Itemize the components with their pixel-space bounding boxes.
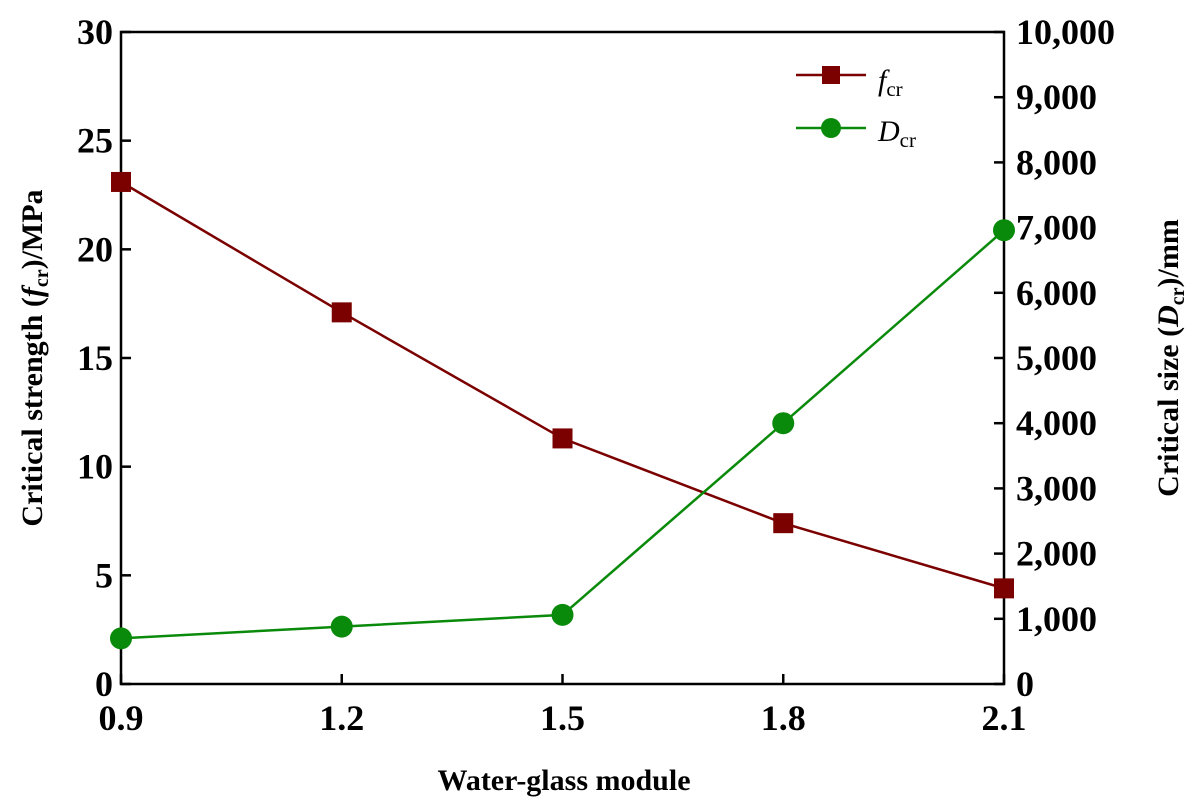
legend-swatch-circle-marker: [821, 118, 841, 138]
x-tick-label: 2.1: [982, 698, 1027, 738]
plot-frame: [119, 30, 1006, 686]
series-f-cr: [111, 171, 1014, 599]
data-point-circle: [551, 603, 574, 626]
legend-entry-d-cr: Dcr: [877, 115, 916, 152]
x-tick-label: 1.2: [319, 698, 364, 738]
left-y-tick-label: 5: [95, 555, 113, 595]
right-y-tick-label: 7,000: [1016, 208, 1097, 248]
legend: fcr Dcr: [796, 64, 916, 152]
right-y-tick-label: 5,000: [1016, 338, 1097, 378]
right-y-tick-label: 4,000: [1016, 403, 1097, 443]
right-y-tick-label: 8,000: [1016, 142, 1097, 182]
x-tick-label: 0.9: [99, 698, 144, 738]
right-y-tick-label: 6,000: [1016, 273, 1097, 313]
left-y-tick-label: 0: [95, 664, 113, 704]
data-point-circle: [110, 627, 132, 650]
left-y-tick-label: 15: [77, 338, 113, 378]
right-y-tick-label: 10,000: [1016, 12, 1115, 52]
data-point-square: [552, 428, 573, 449]
left-y-axis-title: Critical strength (fcr)/MPa: [16, 189, 53, 526]
series-layer: [110, 171, 1015, 650]
data-point-square: [994, 578, 1014, 599]
right-y-tick-label: 2,000: [1016, 534, 1097, 574]
legend-entry-f-cr: fcr: [878, 64, 903, 101]
data-point-square: [111, 171, 131, 192]
right-y-tick-label: 3,000: [1016, 468, 1097, 508]
x-axis-title: Water-glass module: [437, 764, 690, 797]
legend-swatch-square-marker: [822, 66, 840, 84]
left-y-tick-label: 30: [77, 12, 113, 52]
right-y-tick-label: 1,000: [1016, 599, 1097, 639]
x-tick-label: 1.5: [540, 698, 585, 738]
left-y-tick-label: 10: [77, 447, 113, 487]
right-y-axis: 0 1,000 2,000 3,000 4,000 5,000 6,000 7,000 8,00…: [994, 12, 1115, 704]
data-point-circle: [993, 219, 1015, 242]
left-y-tick-label: 20: [77, 229, 113, 269]
right-y-axis-title: Critical size (Dcr)/mm: [1152, 219, 1189, 497]
x-tick-label: 1.8: [761, 698, 806, 738]
right-y-tick-label: 9,000: [1016, 77, 1097, 117]
right-y-tick-label: 0: [1016, 664, 1034, 704]
series-line-f-cr: [120, 180, 1005, 590]
data-point-circle: [772, 412, 795, 435]
data-point-square: [773, 513, 794, 534]
data-point-circle: [330, 615, 353, 638]
left-y-axis: 0 5 10 15 20 25 30: [77, 12, 131, 704]
left-y-tick-label: 25: [77, 121, 113, 161]
data-point-square: [331, 302, 352, 323]
x-axis: 0.9 1.2 1.5 1.8 2.1: [99, 674, 1027, 738]
series-d-cr: [110, 219, 1015, 650]
plot-frame-border: [119, 30, 1006, 686]
